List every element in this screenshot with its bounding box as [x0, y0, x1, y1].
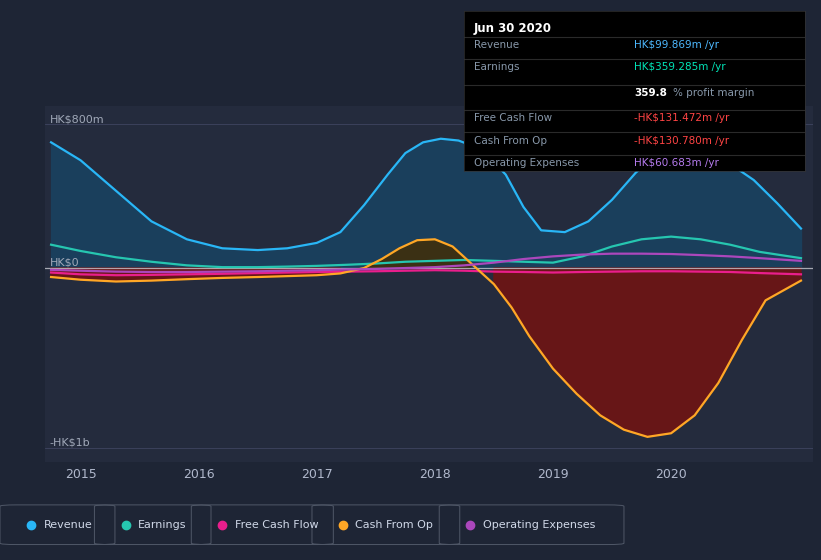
- Text: HK$359.285m /yr: HK$359.285m /yr: [635, 62, 726, 72]
- Text: Operating Expenses: Operating Expenses: [474, 158, 580, 168]
- Text: % profit margin: % profit margin: [673, 88, 754, 98]
- Text: -HK$1b: -HK$1b: [50, 437, 90, 447]
- Text: Operating Expenses: Operating Expenses: [483, 520, 595, 530]
- Text: Cash From Op: Cash From Op: [474, 136, 547, 146]
- Text: HK$800m: HK$800m: [50, 114, 104, 124]
- Text: -HK$130.780m /yr: -HK$130.780m /yr: [635, 136, 729, 146]
- Text: Free Cash Flow: Free Cash Flow: [235, 520, 319, 530]
- Text: Earnings: Earnings: [138, 520, 186, 530]
- Text: 359.8: 359.8: [635, 88, 667, 98]
- Text: -HK$131.472m /yr: -HK$131.472m /yr: [635, 113, 730, 123]
- Text: HK$0: HK$0: [50, 258, 80, 268]
- Text: HK$60.683m /yr: HK$60.683m /yr: [635, 158, 719, 168]
- Text: Revenue: Revenue: [44, 520, 92, 530]
- Text: Earnings: Earnings: [474, 62, 520, 72]
- Text: HK$99.869m /yr: HK$99.869m /yr: [635, 40, 719, 50]
- Text: Cash From Op: Cash From Op: [355, 520, 433, 530]
- Text: Free Cash Flow: Free Cash Flow: [474, 113, 553, 123]
- Text: Jun 30 2020: Jun 30 2020: [474, 22, 552, 35]
- Text: Revenue: Revenue: [474, 40, 519, 50]
